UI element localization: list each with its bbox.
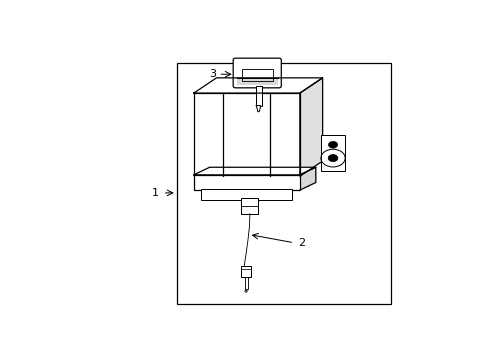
Bar [237,78,277,85]
Bar [241,266,250,278]
Circle shape [327,154,337,162]
Text: 2: 2 [297,238,305,248]
FancyBboxPatch shape [233,58,281,88]
Text: 1: 1 [152,188,159,198]
Bar [241,198,258,214]
Polygon shape [256,105,260,112]
Polygon shape [299,167,315,190]
Bar [201,189,292,200]
Bar [320,135,345,171]
Circle shape [244,291,247,292]
Polygon shape [299,78,322,176]
Bar [193,175,299,190]
Bar [244,278,247,289]
Bar [193,93,299,176]
Text: 3: 3 [209,69,216,79]
Bar [241,69,272,81]
Polygon shape [193,78,322,93]
Polygon shape [193,167,315,175]
Bar [176,63,390,304]
Bar [255,86,261,105]
Circle shape [328,141,337,148]
